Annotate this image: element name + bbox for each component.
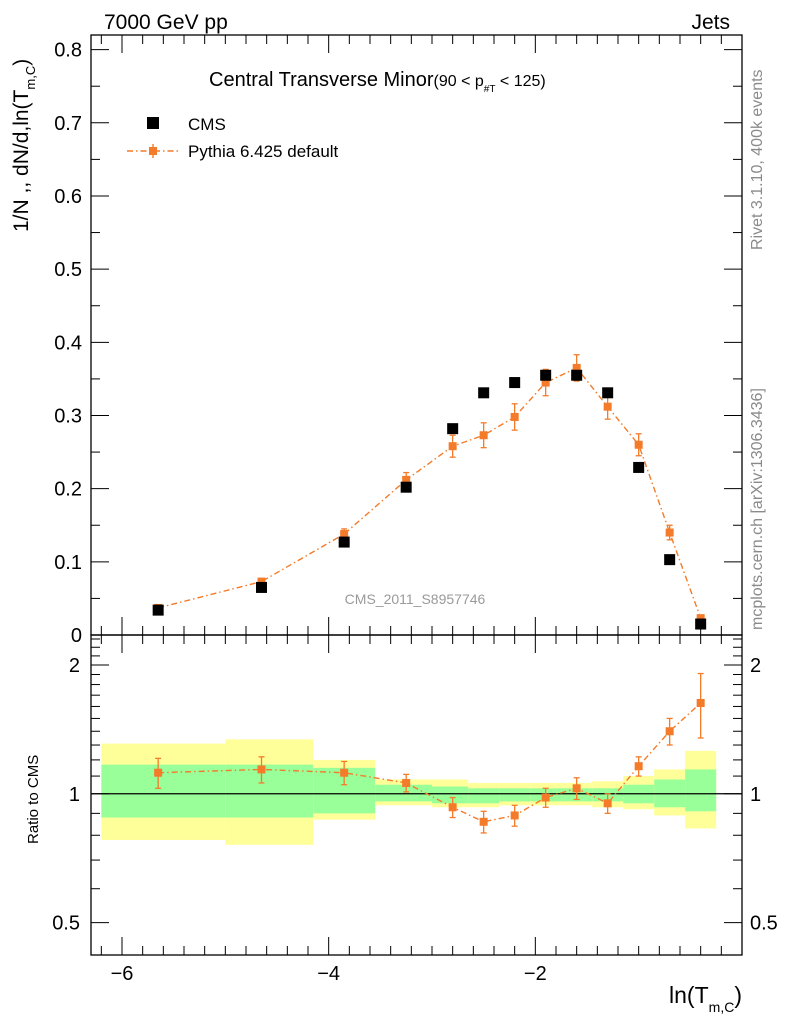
ratio-y-tick-label-left: 0.5 [52,913,80,935]
x-axis-label-sub: m,C [709,999,735,1015]
y-tick-label: 0.6 [54,186,82,208]
ratio-point [665,727,674,736]
mc-point [257,577,266,586]
main-y-tick-labels: 0.1 0.2 0.3 0.4 0.5 0.6 0.7 0.8 0 [54,40,82,647]
mc-line [157,367,702,619]
y-tick-label: 0.1 [54,552,82,574]
ratio-point [402,778,411,787]
y-tick-label: 0.5 [54,259,82,281]
cms-point [447,423,459,435]
title-cut: (90 < p [434,73,484,90]
ratio-y-axis-label: Ratio to CMS [25,755,42,844]
ratio-point [448,803,457,812]
band-inner [685,769,717,812]
ratio-point [340,768,349,777]
band-inner [375,784,432,802]
ratio-y-tick-label-right: 1 [750,784,761,806]
mc-point [541,378,550,387]
side-label-top: Rivet 3.1.10, 400k events [749,69,766,250]
header-left: 7000 GeV pp [104,11,228,34]
legend-cms-marker [147,117,159,129]
ratio-point [603,799,612,808]
ratio-point [510,811,519,820]
mc-point [340,530,349,539]
legend-cms-label: CMS [188,115,226,134]
ratio-y-tick-label-right: 2 [750,655,761,677]
ratio-point [634,762,643,771]
ratio-point [257,765,266,774]
y-tick-label: 0.8 [54,40,82,62]
ratio-point [541,793,550,802]
mc-point [603,402,612,411]
cms-point [695,618,707,630]
band-inner [225,764,314,818]
mc-point [402,475,411,484]
y-axis-label-sub: m,C [23,66,38,90]
mc-point [572,363,581,372]
legend-mc-marker [149,147,157,155]
ratio-point [572,784,581,793]
ratio-point [479,817,488,826]
mc-point [665,528,674,537]
side-label-bottom: mcplots.cern.ch [arXiv:1306.3436] [749,388,766,630]
mc-point [479,431,488,440]
ratio-plot-marks [154,672,705,834]
x-axis-label-end: ) [734,982,742,1008]
x-tick-label: −6 [111,963,134,985]
legend: CMS Pythia 6.425 default [127,115,339,161]
ratio-point [154,768,163,777]
ratio-y-tick-label-left: 2 [69,655,80,677]
ratio-tick-labels: −6 −4 −2 0.5 0.5 1 1 2 2 [52,655,778,985]
ratio-plot-frame [90,634,743,956]
analysis-watermark: CMS_2011_S8957746 [345,591,486,607]
cms-point [152,604,164,616]
band-inner [468,788,500,804]
y-tick-label-zero: 0 [71,625,82,647]
ratio-y-tick-label-right: 0.5 [750,913,778,935]
y-tick-label: 0.2 [54,479,82,501]
cms-point [256,581,267,593]
cms-point [664,554,676,566]
x-axis-label: ln(Tm,C) [669,982,742,1015]
x-tick-label: −2 [524,963,547,985]
x-tick-label: −4 [317,963,340,985]
band-inner [499,788,531,802]
band-inner [432,786,469,804]
y-axis-label: 1/N ,, dN/d,ln(Tm,C) [10,59,38,232]
ratio-uncertainty-bands [101,739,717,845]
cms-point [478,387,490,399]
y-axis-label-main: 1/N ,, dN/d,ln(T [10,89,33,232]
band-inner [101,764,226,818]
mc-point [634,440,643,449]
ratio-point [696,698,705,707]
y-tick-label: 0.7 [54,113,82,135]
main-plot-marks [152,354,707,630]
cms-point [602,387,614,399]
mc-point [510,412,519,421]
cms-point [400,481,412,493]
header-right: Jets [691,11,730,34]
cms-point [540,369,552,381]
chart-title: Central Transverse Minor(90 < p#T < 125) [209,69,546,95]
mc-point [696,614,705,623]
y-tick-label: 0.4 [54,332,82,354]
mc-point [448,442,457,451]
cms-point [571,369,583,381]
cms-point [338,536,350,548]
main-axis-ticks [91,35,743,635]
legend-mc-label: Pythia 6.425 default [188,142,339,161]
cms-point [509,377,521,389]
cms-point [633,461,645,473]
title-main: Central Transverse Minor [209,69,434,91]
x-axis-label-main: ln(T [669,982,709,1008]
ratio-y-tick-label-left: 1 [69,784,80,806]
ratio-axis-ticks [91,635,743,955]
title-cut-sub: #T [484,84,496,95]
title-cut-end: < 125) [495,73,545,90]
y-axis-label-end: ) [10,59,33,66]
y-tick-label: 0.3 [54,405,82,427]
